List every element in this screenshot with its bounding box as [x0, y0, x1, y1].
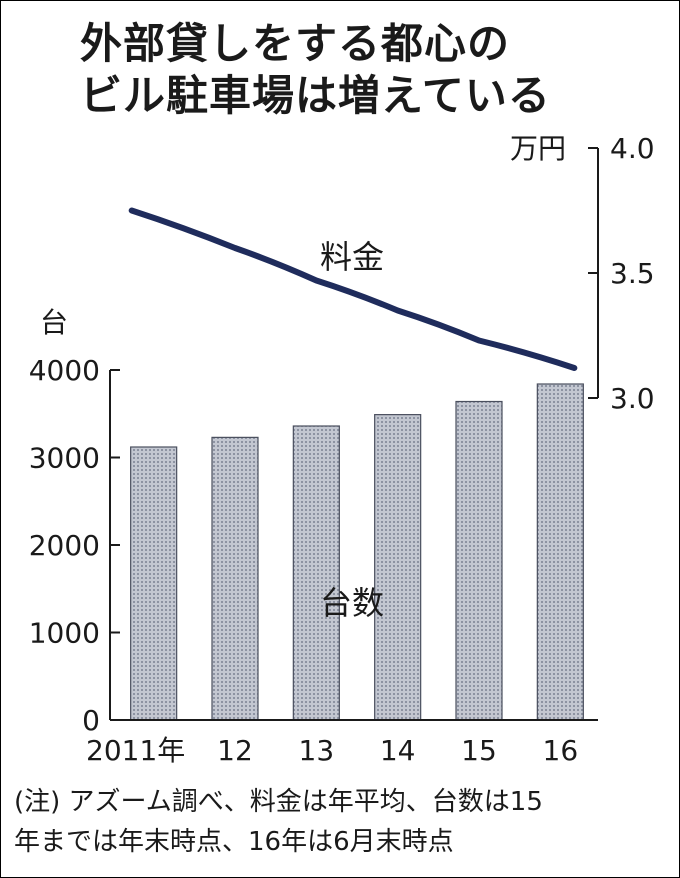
right-tick-label-2: 4.0 [610, 132, 655, 165]
axes [109, 147, 599, 721]
left-axis-unit: 台 [40, 306, 68, 339]
x-tick-label-4: 15 [461, 734, 497, 767]
bar-2 [292, 425, 340, 721]
bar-series-label: 台数 [320, 584, 384, 622]
line-series [128, 207, 578, 371]
bar-series [130, 383, 584, 721]
left-tick-label-0: 0 [82, 704, 100, 737]
labels: 0 1000 2000 3000 4000 台 3.0 3.5 4.0 万円 2011年 12 13 14… [29, 132, 655, 767]
title-line-1: 外部貸しをする都心の [80, 19, 511, 68]
title-line-2: ビル駐車場は増えている [80, 71, 551, 120]
left-tick-label-3: 3000 [29, 442, 100, 475]
bar-5 [536, 383, 584, 721]
note-line-2: 年までは年末時点、16年は6月末時点 [14, 827, 454, 857]
line-path [128, 207, 578, 371]
bar-4 [455, 400, 503, 721]
right-tick-label-0: 3.0 [610, 382, 655, 415]
line-series-label: 料金 [320, 238, 384, 276]
left-tick-label-1: 1000 [29, 617, 100, 650]
left-tick-label-2: 2000 [29, 529, 100, 562]
x-tick-label-3: 14 [380, 734, 416, 767]
x-tick-label-1: 12 [217, 734, 253, 767]
bar-0 [130, 446, 178, 721]
bar-1 [211, 436, 259, 721]
chart-title: 外部貸しをする都心の ビル駐車場は増えている [80, 18, 551, 122]
right-tick-label-1: 3.5 [610, 257, 655, 290]
note-line-1: (注) アズーム調べ、料金は年平均、台数は15 [14, 787, 543, 817]
x-tick-label-2: 13 [299, 734, 335, 767]
left-tick-label-4: 4000 [29, 354, 100, 387]
chart-note: (注) アズーム調べ、料金は年平均、台数は15 年までは年末時点、16年は6月末… [14, 782, 674, 862]
x-tick-label-0: 2011年 [86, 734, 185, 767]
bar-3 [374, 414, 422, 721]
x-tick-label-5: 16 [543, 734, 579, 767]
right-axis-unit: 万円 [510, 132, 566, 165]
